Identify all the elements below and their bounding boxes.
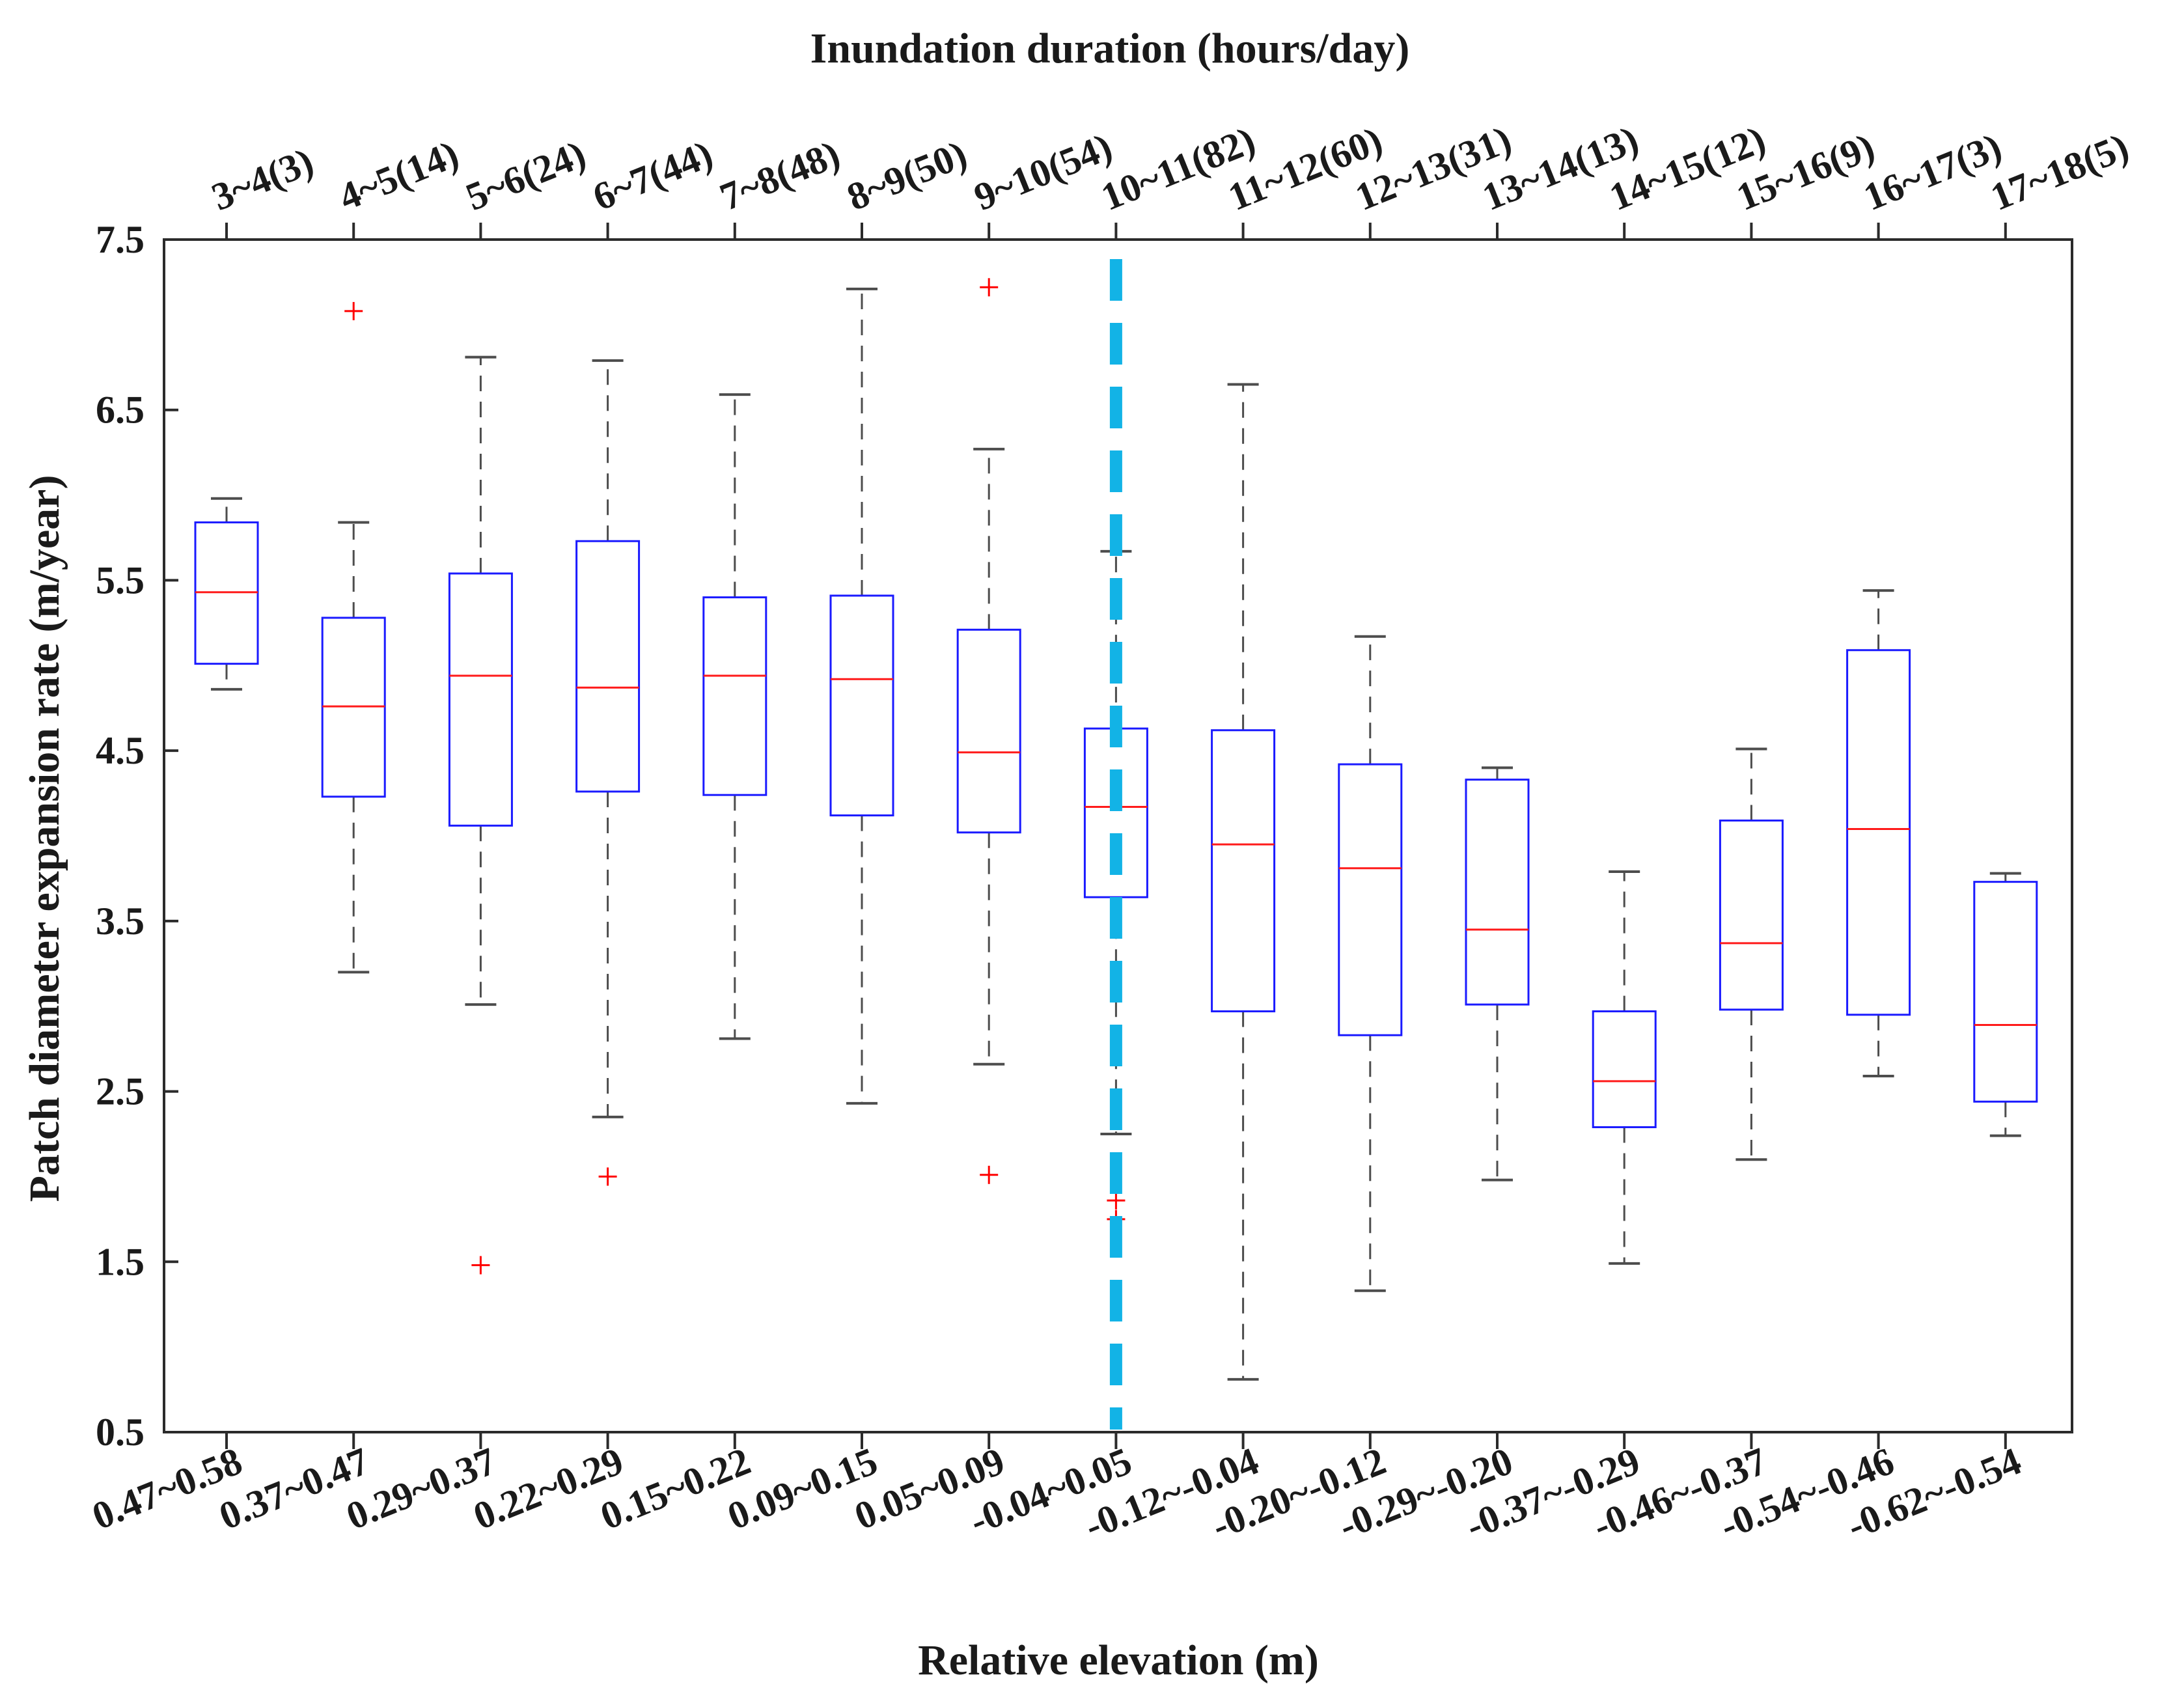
box-group: [702, 393, 767, 1040]
box-group: [1973, 872, 2038, 1137]
top-tick-label: 5~6(24): [460, 132, 592, 219]
y-tick-label: 4.5: [96, 729, 145, 772]
outlier-marker: [1107, 1191, 1126, 1210]
box-group: [321, 301, 386, 974]
iqr-box: [702, 596, 767, 796]
iqr-box: [1338, 763, 1403, 1036]
iqr-box: [1719, 819, 1784, 1011]
iqr-box: [1465, 779, 1530, 1006]
outlier-marker: [980, 1165, 999, 1184]
y-tick-label: 6.5: [96, 389, 145, 432]
iqr-box: [1973, 881, 2038, 1103]
box-group: [575, 359, 641, 1186]
outlier-marker: [344, 301, 363, 320]
top-tick-label: 3~4(3): [206, 139, 319, 219]
outlier-marker: [980, 278, 999, 297]
iqr-box: [575, 540, 641, 793]
plot-area: [194, 259, 2038, 1430]
y-tick-label: 2.5: [96, 1070, 145, 1113]
box-group: [1465, 766, 1530, 1182]
iqr-box: [829, 594, 894, 817]
top-tick-label: 17~18(5): [1985, 125, 2135, 219]
y-axis-title: Patch diameter expansion rate (m/year): [21, 475, 68, 1202]
box-group: [448, 355, 513, 1275]
y-tick-label: 1.5: [96, 1240, 145, 1283]
top-tick-label: 7~8(48): [714, 132, 846, 219]
box-group: [194, 497, 259, 691]
box-group: [829, 287, 894, 1105]
iqr-box: [1846, 649, 1911, 1016]
y-tick-label: 3.5: [96, 900, 145, 943]
y-tick-label: 7.5: [96, 218, 145, 261]
top-tick-label: 6~7(44): [587, 132, 719, 219]
iqr-box: [1592, 1010, 1657, 1129]
box-group: [956, 278, 1021, 1184]
x-axis-title: Relative elevation (m): [918, 1637, 1319, 1684]
outlier-marker: [471, 1256, 490, 1275]
top-axis-title: Inundation duration (hours/day): [810, 25, 1410, 72]
plot-frame: [163, 238, 2073, 1433]
y-tick-label: 0.5: [96, 1411, 145, 1454]
top-tick-label: 4~5(14): [333, 132, 464, 219]
y-tick-label: 5.5: [96, 559, 145, 602]
box-group: [1211, 383, 1276, 1381]
box-group: [1719, 747, 1784, 1161]
top-tick-label: 9~10(54): [968, 125, 1118, 219]
iqr-box: [956, 628, 1021, 834]
box-group: [1338, 635, 1403, 1292]
top-tick-label: 16~17(3): [1858, 125, 2008, 219]
top-tick-label: 8~9(50): [841, 132, 973, 219]
box-group: [1846, 589, 1911, 1078]
box-group: [1592, 870, 1657, 1265]
iqr-box: [448, 572, 513, 827]
iqr-box: [1211, 729, 1276, 1013]
outlier-marker: [598, 1167, 617, 1186]
